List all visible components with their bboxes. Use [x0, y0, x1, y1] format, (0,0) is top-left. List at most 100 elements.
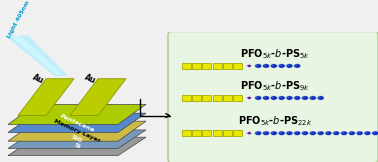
- Ellipse shape: [325, 131, 332, 135]
- Ellipse shape: [349, 131, 355, 135]
- Ellipse shape: [333, 131, 340, 135]
- Text: SiO: SiO: [71, 134, 84, 144]
- Ellipse shape: [294, 96, 301, 100]
- Bar: [233, 130, 242, 136]
- Bar: [223, 63, 232, 69]
- Polygon shape: [10, 35, 62, 75]
- Ellipse shape: [279, 96, 282, 98]
- Bar: [182, 95, 191, 101]
- Ellipse shape: [302, 96, 308, 100]
- Ellipse shape: [302, 132, 305, 133]
- Text: Light 405nm: Light 405nm: [7, 0, 31, 40]
- Text: Memory Layer: Memory Layer: [53, 119, 101, 144]
- Ellipse shape: [318, 96, 321, 98]
- Ellipse shape: [286, 64, 293, 68]
- Ellipse shape: [279, 64, 282, 66]
- Text: Pentacene: Pentacene: [59, 113, 95, 133]
- Polygon shape: [8, 130, 146, 148]
- Ellipse shape: [349, 132, 352, 133]
- Text: Si: Si: [73, 143, 81, 150]
- Ellipse shape: [310, 96, 313, 98]
- Ellipse shape: [310, 132, 313, 133]
- Text: PFO$_{5k}$-$b$-PS$_{9k}$: PFO$_{5k}$-$b$-PS$_{9k}$: [240, 79, 310, 93]
- Ellipse shape: [271, 96, 274, 98]
- Bar: [212, 130, 222, 136]
- Ellipse shape: [341, 131, 347, 135]
- Ellipse shape: [309, 131, 316, 135]
- Ellipse shape: [287, 132, 290, 133]
- Text: Au: Au: [83, 73, 97, 86]
- Ellipse shape: [373, 132, 375, 133]
- Ellipse shape: [279, 132, 282, 133]
- Ellipse shape: [372, 131, 378, 135]
- Ellipse shape: [255, 64, 262, 68]
- Bar: [223, 130, 232, 136]
- Ellipse shape: [294, 131, 301, 135]
- Polygon shape: [246, 64, 252, 68]
- Ellipse shape: [326, 132, 328, 133]
- Ellipse shape: [263, 132, 266, 133]
- Ellipse shape: [356, 131, 363, 135]
- Ellipse shape: [317, 96, 324, 100]
- Ellipse shape: [357, 132, 360, 133]
- Ellipse shape: [263, 64, 266, 66]
- Ellipse shape: [317, 131, 324, 135]
- Ellipse shape: [270, 96, 277, 100]
- Ellipse shape: [302, 131, 308, 135]
- Ellipse shape: [278, 64, 285, 68]
- Ellipse shape: [286, 96, 293, 100]
- Polygon shape: [246, 131, 252, 135]
- Bar: [233, 95, 242, 101]
- Bar: [182, 63, 191, 69]
- Bar: [182, 130, 191, 136]
- Ellipse shape: [256, 96, 258, 98]
- Polygon shape: [8, 137, 146, 156]
- Polygon shape: [8, 104, 146, 124]
- Ellipse shape: [256, 132, 258, 133]
- Ellipse shape: [334, 132, 336, 133]
- Bar: [202, 63, 211, 69]
- Polygon shape: [18, 79, 74, 116]
- Polygon shape: [8, 121, 146, 141]
- Bar: [202, 130, 211, 136]
- Bar: [212, 63, 222, 69]
- Ellipse shape: [263, 64, 270, 68]
- Ellipse shape: [365, 132, 367, 133]
- Ellipse shape: [341, 132, 344, 133]
- Polygon shape: [5, 35, 68, 76]
- Ellipse shape: [271, 132, 274, 133]
- Ellipse shape: [318, 132, 321, 133]
- Text: PFO$_{5k}$-$b$-PS$_{22k}$: PFO$_{5k}$-$b$-PS$_{22k}$: [238, 114, 312, 128]
- Text: PFO$_{5k}$-$b$-PS$_{5k}$: PFO$_{5k}$-$b$-PS$_{5k}$: [240, 47, 310, 61]
- Ellipse shape: [270, 64, 277, 68]
- Bar: [202, 95, 211, 101]
- Ellipse shape: [302, 96, 305, 98]
- Ellipse shape: [270, 131, 277, 135]
- Ellipse shape: [256, 64, 258, 66]
- Ellipse shape: [278, 96, 285, 100]
- Polygon shape: [70, 79, 126, 116]
- Bar: [192, 95, 201, 101]
- Ellipse shape: [295, 64, 297, 66]
- Ellipse shape: [263, 96, 270, 100]
- Bar: [212, 95, 222, 101]
- Bar: [192, 130, 201, 136]
- Text: Au: Au: [31, 73, 45, 86]
- Ellipse shape: [271, 64, 274, 66]
- Ellipse shape: [309, 96, 316, 100]
- FancyBboxPatch shape: [168, 31, 378, 162]
- Bar: [192, 63, 201, 69]
- Bar: [233, 63, 242, 69]
- Ellipse shape: [287, 96, 290, 98]
- Polygon shape: [246, 96, 252, 100]
- Ellipse shape: [286, 131, 293, 135]
- Ellipse shape: [255, 131, 262, 135]
- Ellipse shape: [364, 131, 371, 135]
- Ellipse shape: [287, 64, 290, 66]
- Polygon shape: [8, 113, 146, 132]
- Ellipse shape: [294, 64, 301, 68]
- Ellipse shape: [263, 131, 270, 135]
- Ellipse shape: [263, 96, 266, 98]
- Ellipse shape: [295, 96, 297, 98]
- Ellipse shape: [295, 132, 297, 133]
